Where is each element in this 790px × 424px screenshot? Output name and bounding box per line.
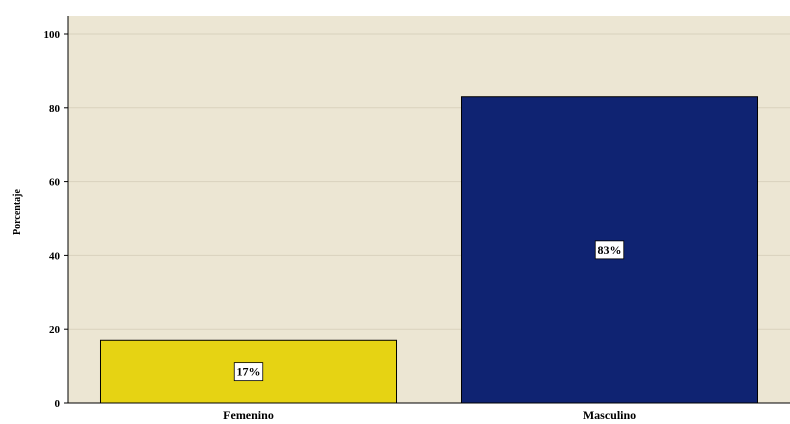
data-label-box bbox=[594, 240, 625, 260]
data-label-box bbox=[233, 362, 264, 382]
data-labels: 17% 83% bbox=[233, 240, 625, 382]
data-label-text: 17% bbox=[237, 365, 261, 379]
y-tick-labels: 0 20 40 60 80 100 bbox=[44, 29, 68, 410]
y-tick-label: 60 bbox=[49, 177, 61, 189]
x-tick-label: Femenino bbox=[223, 408, 274, 422]
y-tick-label: 100 bbox=[44, 29, 61, 41]
y-axis-title: Porcentaje bbox=[12, 188, 23, 234]
data-label: 83% bbox=[594, 240, 625, 260]
x-tick-label: Masculino bbox=[583, 408, 636, 422]
x-tick-labels: Femenino Masculino bbox=[223, 408, 636, 422]
data-label: 17% bbox=[233, 362, 264, 382]
data-label-text: 83% bbox=[598, 243, 622, 257]
y-tick-label: 0 bbox=[55, 398, 61, 410]
y-tick-label: 40 bbox=[49, 250, 61, 262]
y-tick-label: 80 bbox=[49, 103, 61, 115]
y-tick-label: 20 bbox=[49, 324, 61, 336]
